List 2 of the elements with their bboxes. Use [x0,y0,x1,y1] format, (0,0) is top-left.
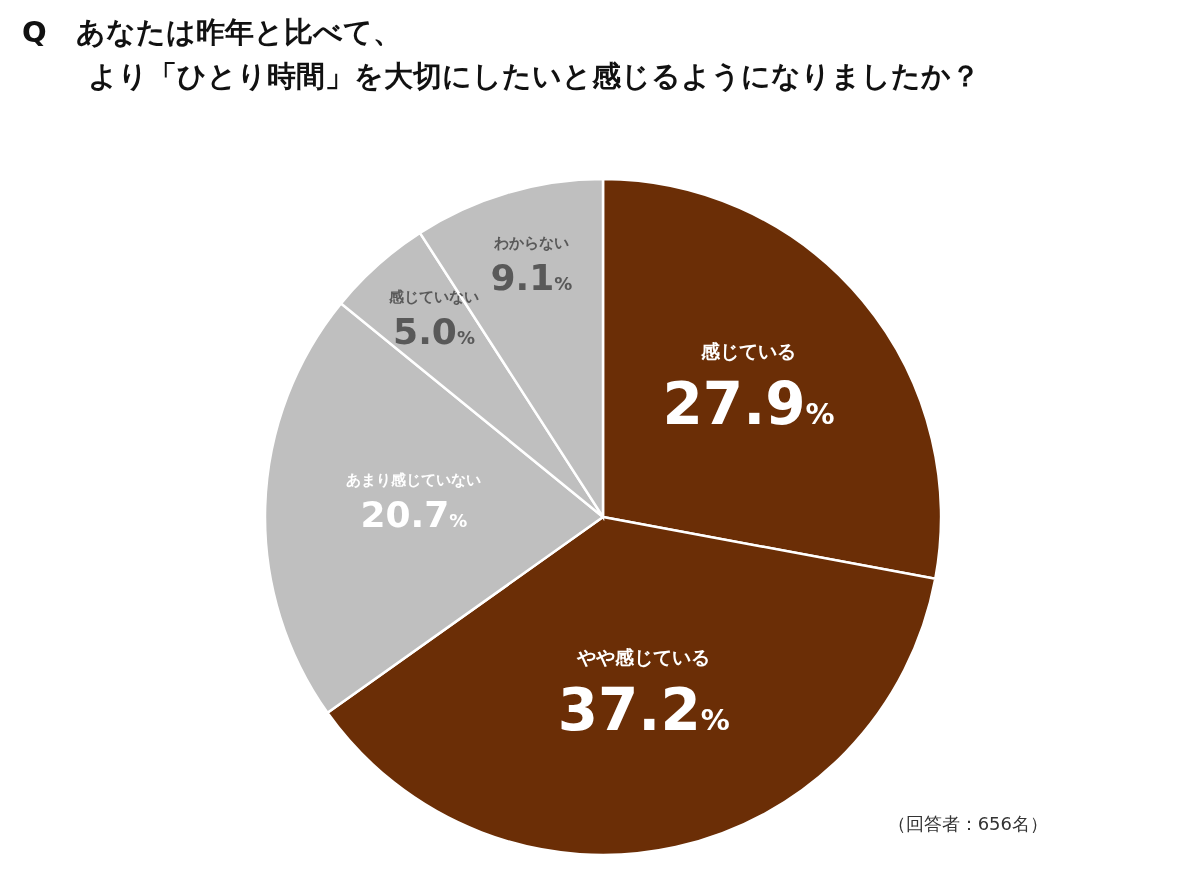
annotation: （回答者：656名） [887,813,1048,834]
title: Q あなたは昨年と比べて、 より「ひとり時間」を大切にしたいと感じるようになりましたか？ [22,15,980,93]
